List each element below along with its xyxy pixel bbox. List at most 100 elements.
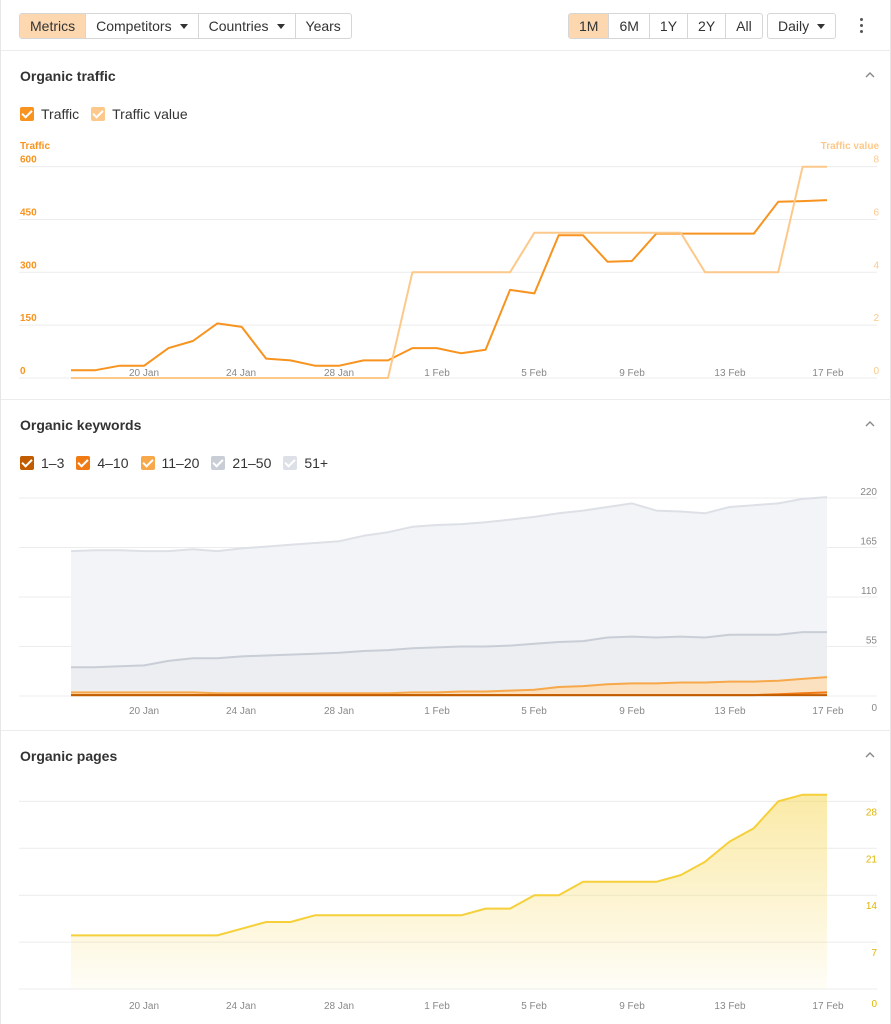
y-left-tick-label: 450 [20, 207, 37, 218]
x-tick-label: 5 Feb [521, 368, 547, 379]
y-tick-label: 14 [866, 901, 878, 912]
legend-label: 21–50 [232, 455, 272, 471]
legend-kw-21-50[interactable]: 21–50 [211, 455, 271, 471]
checkbox-icon [283, 456, 298, 470]
x-tick-label: 9 Feb [619, 368, 645, 379]
x-tick-label: 1 Feb [424, 706, 450, 717]
chevron-down-icon [276, 23, 285, 29]
x-tick-label: 13 Feb [714, 706, 746, 717]
range-1y[interactable]: 1Y [650, 14, 689, 38]
legend-label: Traffic [41, 106, 80, 122]
y-tick-label: 7 [871, 948, 877, 959]
organic-keywords-title: Organic keywords [20, 417, 142, 433]
x-tick-label: 13 Feb [714, 368, 746, 379]
series-line-traffic [71, 199, 828, 372]
legend-label: 1–3 [41, 455, 65, 471]
section-divider [1, 399, 891, 400]
y-right-tick-label: 8 [873, 155, 879, 166]
legend-traffic[interactable]: Traffic [20, 106, 79, 122]
tab-metrics[interactable]: Metrics [20, 14, 87, 38]
y-left-tick-label: 300 [20, 260, 37, 271]
granularity-button[interactable]: Daily [768, 14, 835, 38]
y-right-tick-label: 2 [873, 313, 879, 324]
y-tick-label: 21 [866, 854, 878, 865]
range-6m[interactable]: 6M [609, 14, 650, 38]
countries-dropdown[interactable]: Countries [199, 14, 296, 38]
competitors-dropdown[interactable]: Competitors [86, 14, 199, 38]
tab-metrics-label: Metrics [30, 18, 76, 34]
x-tick-label: 20 Jan [129, 1001, 159, 1012]
y-right-tick-label: 0 [873, 366, 879, 377]
toolbar: Metrics Competitors Countries Years 1M 6… [1, 0, 891, 51]
keywords-chart: 0 55 110 165 220 20 Jan 24 Jan 28 Jan 1 Feb 5 Feb… [19, 487, 878, 717]
legend-label: Traffic value [112, 106, 188, 122]
range-label: 1Y [659, 18, 678, 34]
x-tick-label: 17 Feb [812, 1001, 844, 1012]
legend-kw-1-3[interactable]: 1–3 [20, 455, 64, 471]
countries-label: Countries [208, 18, 269, 34]
line-11-20 [71, 676, 828, 695]
legend-kw-4-10[interactable]: 4–10 [76, 455, 129, 471]
y-tick-label: 165 [860, 537, 877, 548]
tab-years-label: Years [305, 18, 341, 34]
organic-pages-title: Organic pages [20, 748, 118, 764]
more-options-icon[interactable] [853, 14, 869, 36]
x-tick-label: 17 Feb [812, 368, 844, 379]
collapse-traffic-icon[interactable] [863, 68, 877, 82]
y-right-tick-label: 6 [873, 208, 879, 219]
x-tick-label: 5 Feb [521, 706, 547, 717]
x-tick-label: 24 Jan [226, 1001, 256, 1012]
range-label: 2Y [698, 18, 716, 34]
checkbox-icon [20, 456, 34, 470]
y-tick-label: 55 [866, 636, 878, 647]
range-2y[interactable]: 2Y [688, 14, 727, 38]
y-left-tick-label: 0 [20, 366, 26, 377]
area-51- [71, 497, 827, 668]
x-tick-label: 28 Jan [324, 1001, 354, 1012]
y-axis-left-label: Traffic [20, 141, 50, 152]
y-left-tick-label: 150 [20, 313, 37, 324]
series-line-traffic-value [71, 165, 827, 379]
range-all[interactable]: All [726, 14, 762, 38]
legend-kw-11-20[interactable]: 11–20 [140, 455, 200, 471]
range-1m[interactable]: 1M [569, 14, 610, 38]
x-tick-label: 28 Jan [324, 706, 354, 717]
pages-line [71, 793, 827, 937]
checkbox-icon [140, 456, 155, 470]
x-tick-label: 20 Jan [129, 368, 159, 379]
legend-label: 51+ [304, 455, 329, 471]
collapse-pages-icon[interactable] [863, 748, 877, 762]
checkbox-icon [76, 456, 91, 470]
legend-kw-51[interactable]: 51+ [283, 455, 328, 471]
x-tick-label: 20 Jan [129, 706, 159, 717]
x-tick-label: 9 Feb [619, 1001, 645, 1012]
y-left-tick-label: 600 [20, 155, 37, 166]
chevron-down-icon [817, 23, 826, 29]
view-tabs: Metrics Competitors Countries Years [19, 13, 352, 39]
x-tick-label: 24 Jan [226, 368, 256, 379]
line-21-50 [71, 631, 827, 669]
y-right-tick-label: 4 [873, 260, 879, 271]
y-tick-label: 110 [861, 586, 877, 597]
x-tick-label: 17 Feb [812, 706, 844, 717]
collapse-keywords-icon[interactable] [863, 417, 877, 431]
legend-label: 11–20 [161, 455, 200, 471]
legend-traffic-value[interactable]: Traffic value [91, 106, 188, 122]
checkbox-icon [91, 107, 106, 121]
pages-chart: 0 7 14 21 28 20 Jan 24 Jan 28 Jan 1 Feb 5 Feb 9 Fe… [19, 793, 878, 1012]
checkbox-icon [20, 107, 34, 121]
tab-years[interactable]: Years [296, 14, 351, 38]
competitors-label: Competitors [96, 18, 172, 34]
x-tick-label: 1 Feb [424, 368, 450, 379]
x-tick-label: 24 Jan [226, 706, 256, 717]
section-divider [1, 730, 891, 731]
range-selector: 1M 6M 1Y 2Y All [568, 13, 763, 39]
area-11-20 [71, 677, 827, 696]
range-label: 6M [619, 18, 639, 34]
x-tick-label: 5 Feb [521, 1001, 547, 1012]
organic-traffic-title: Organic traffic [20, 68, 116, 84]
granularity-dropdown[interactable]: Daily [767, 13, 837, 39]
y-tick-label: 0 [871, 999, 877, 1010]
traffic-chart: Traffic Traffic value 0 150 300 450 600 0 2 4 6 8 20… [19, 141, 879, 379]
